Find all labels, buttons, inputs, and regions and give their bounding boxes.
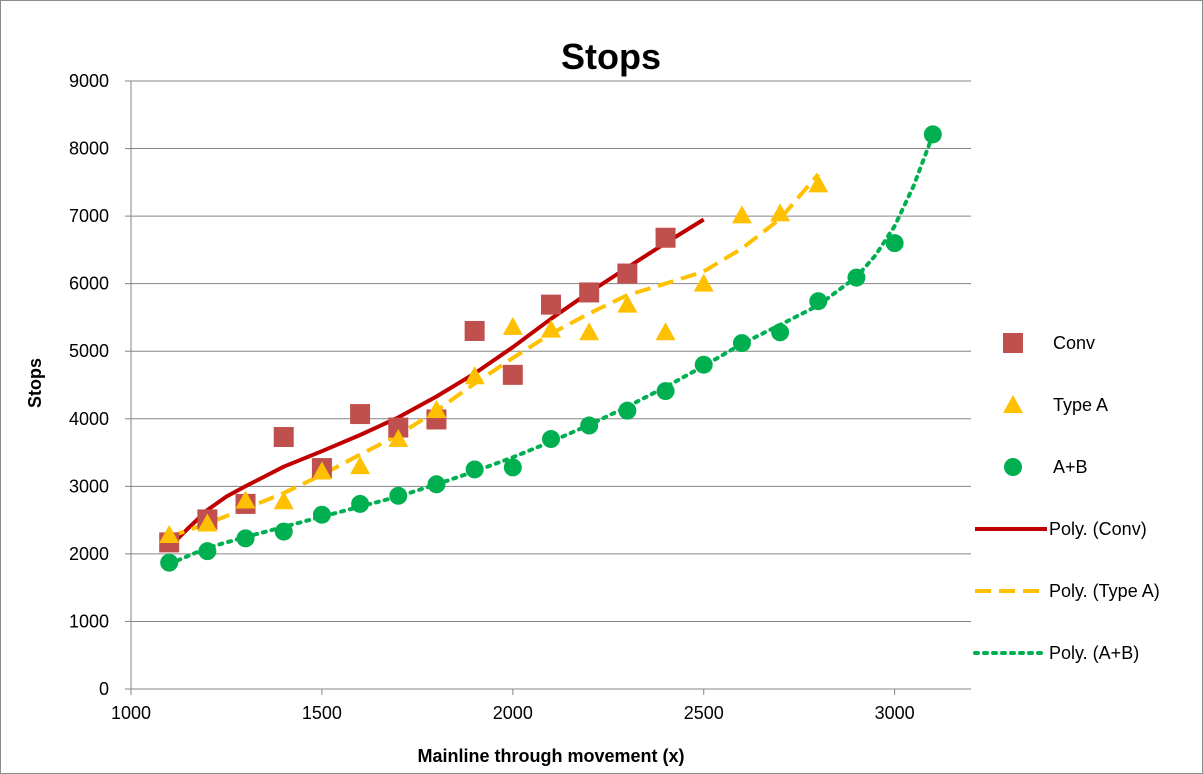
data-point xyxy=(809,292,828,311)
data-point xyxy=(427,475,446,494)
data-point xyxy=(579,322,600,341)
data-point xyxy=(273,491,294,510)
data-point xyxy=(618,401,637,420)
data-point xyxy=(389,486,408,505)
y-tick-label: 3000 xyxy=(69,476,109,496)
gridlines xyxy=(131,80,971,622)
data-point xyxy=(311,461,332,480)
x-tick-label: 1000 xyxy=(111,703,151,723)
data-point xyxy=(388,417,409,438)
data-point xyxy=(350,456,371,475)
y-tick-label: 8000 xyxy=(69,139,109,159)
x-tick-label: 2000 xyxy=(493,703,533,723)
data-point xyxy=(542,430,560,449)
data-point xyxy=(808,174,829,193)
axes: 0100020003000400050006000700080009000100… xyxy=(69,71,971,723)
data-point xyxy=(580,416,599,435)
data-point xyxy=(236,529,255,548)
data-point xyxy=(655,322,676,341)
y-tick-label: 6000 xyxy=(69,274,109,294)
data-point xyxy=(274,522,293,541)
x-axis-title: Mainline through movement (x) xyxy=(417,746,684,766)
data-point xyxy=(159,524,180,543)
data-point xyxy=(847,268,866,287)
data-point xyxy=(503,458,522,477)
y-tick-label: 2000 xyxy=(69,544,109,564)
data-point xyxy=(885,234,904,253)
data-point xyxy=(502,316,523,335)
data-point xyxy=(426,399,447,418)
legend-marker xyxy=(1003,395,1023,413)
y-tick-label: 0 xyxy=(99,679,109,699)
data-point xyxy=(693,273,714,292)
data-point xyxy=(312,505,331,524)
y-axis-title: Stops xyxy=(25,358,45,408)
data-markers xyxy=(159,125,942,572)
x-tick-label: 1500 xyxy=(302,703,342,723)
legend: Conv Type A A+B Poly. (Conv) Poly. (Type A) P… xyxy=(973,333,1160,663)
data-point xyxy=(923,125,942,144)
data-point xyxy=(770,203,791,222)
data-point xyxy=(388,429,409,448)
x-tick-label: 2500 xyxy=(684,703,724,723)
data-point xyxy=(160,553,179,572)
data-point xyxy=(350,404,371,425)
legend-label: Poly. (Conv) xyxy=(1049,519,1147,539)
data-point xyxy=(656,382,675,401)
data-point xyxy=(465,460,484,479)
data-point xyxy=(351,494,370,513)
data-point xyxy=(235,490,256,509)
data-point xyxy=(617,294,638,313)
y-tick-label: 5000 xyxy=(69,341,109,361)
data-point xyxy=(732,334,751,353)
y-tick-label: 1000 xyxy=(69,611,109,631)
x-tick-label: 3000 xyxy=(875,703,915,723)
data-point xyxy=(198,542,217,561)
trendline xyxy=(168,172,820,539)
legend-label: Poly. (A+B) xyxy=(1049,643,1139,663)
data-point xyxy=(617,263,638,284)
data-point xyxy=(273,427,294,448)
data-point xyxy=(502,364,523,385)
data-point xyxy=(771,323,790,342)
data-point xyxy=(694,355,713,374)
y-tick-label: 4000 xyxy=(69,409,109,429)
data-point xyxy=(731,205,752,224)
y-tick-label: 9000 xyxy=(69,71,109,91)
legend-label: Conv xyxy=(1053,333,1095,353)
legend-label: Type A xyxy=(1053,395,1108,415)
y-tick-label: 7000 xyxy=(69,206,109,226)
data-point xyxy=(579,282,600,303)
legend-label: A+B xyxy=(1053,457,1088,477)
legend-marker xyxy=(1004,458,1022,476)
data-point xyxy=(655,227,676,248)
chart-title: Stops xyxy=(561,36,661,77)
data-point xyxy=(541,319,561,338)
data-point xyxy=(464,320,485,341)
data-point xyxy=(197,513,218,532)
data-point xyxy=(464,366,485,385)
trendline xyxy=(167,217,705,549)
legend-marker xyxy=(1003,333,1023,353)
data-point xyxy=(541,294,561,315)
legend-label: Poly. (Type A) xyxy=(1049,581,1160,601)
